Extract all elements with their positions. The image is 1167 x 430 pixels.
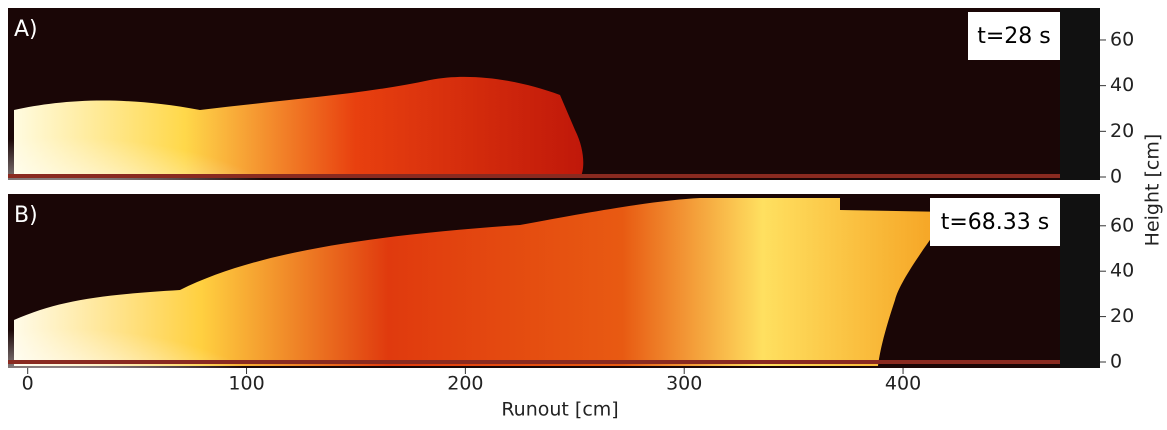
time-box — [930, 198, 1060, 246]
x-tick-label: 100 — [228, 373, 264, 395]
y-tick-label: 60 — [1110, 28, 1134, 50]
time-label: t=28 s — [977, 24, 1051, 49]
y-tick-label: 20 — [1110, 305, 1134, 327]
y-tick-label: 40 — [1110, 260, 1134, 282]
x-tick-label: 300 — [666, 373, 702, 395]
x-axis-label: Runout [cm] — [501, 399, 618, 421]
time-box — [968, 12, 1060, 60]
y-tick-label: 20 — [1110, 120, 1134, 142]
x-tick-label: 0 — [22, 373, 34, 395]
y-axis-label: Height [cm] — [1142, 134, 1164, 247]
y-tick-label: 0 — [1110, 351, 1122, 373]
y-tick-label: 0 — [1110, 166, 1122, 188]
panel-a — [0, 8, 1100, 225]
time-label: t=68.33 s — [941, 210, 1050, 235]
y-tick-label: 40 — [1110, 74, 1134, 96]
y-tick-label: 60 — [1110, 214, 1134, 236]
x-tick-label: 200 — [447, 373, 483, 395]
panel-label: A) — [14, 17, 38, 42]
panel-label: B) — [14, 203, 38, 228]
x-tick-label: 400 — [885, 373, 921, 395]
panel-b — [0, 194, 1100, 408]
